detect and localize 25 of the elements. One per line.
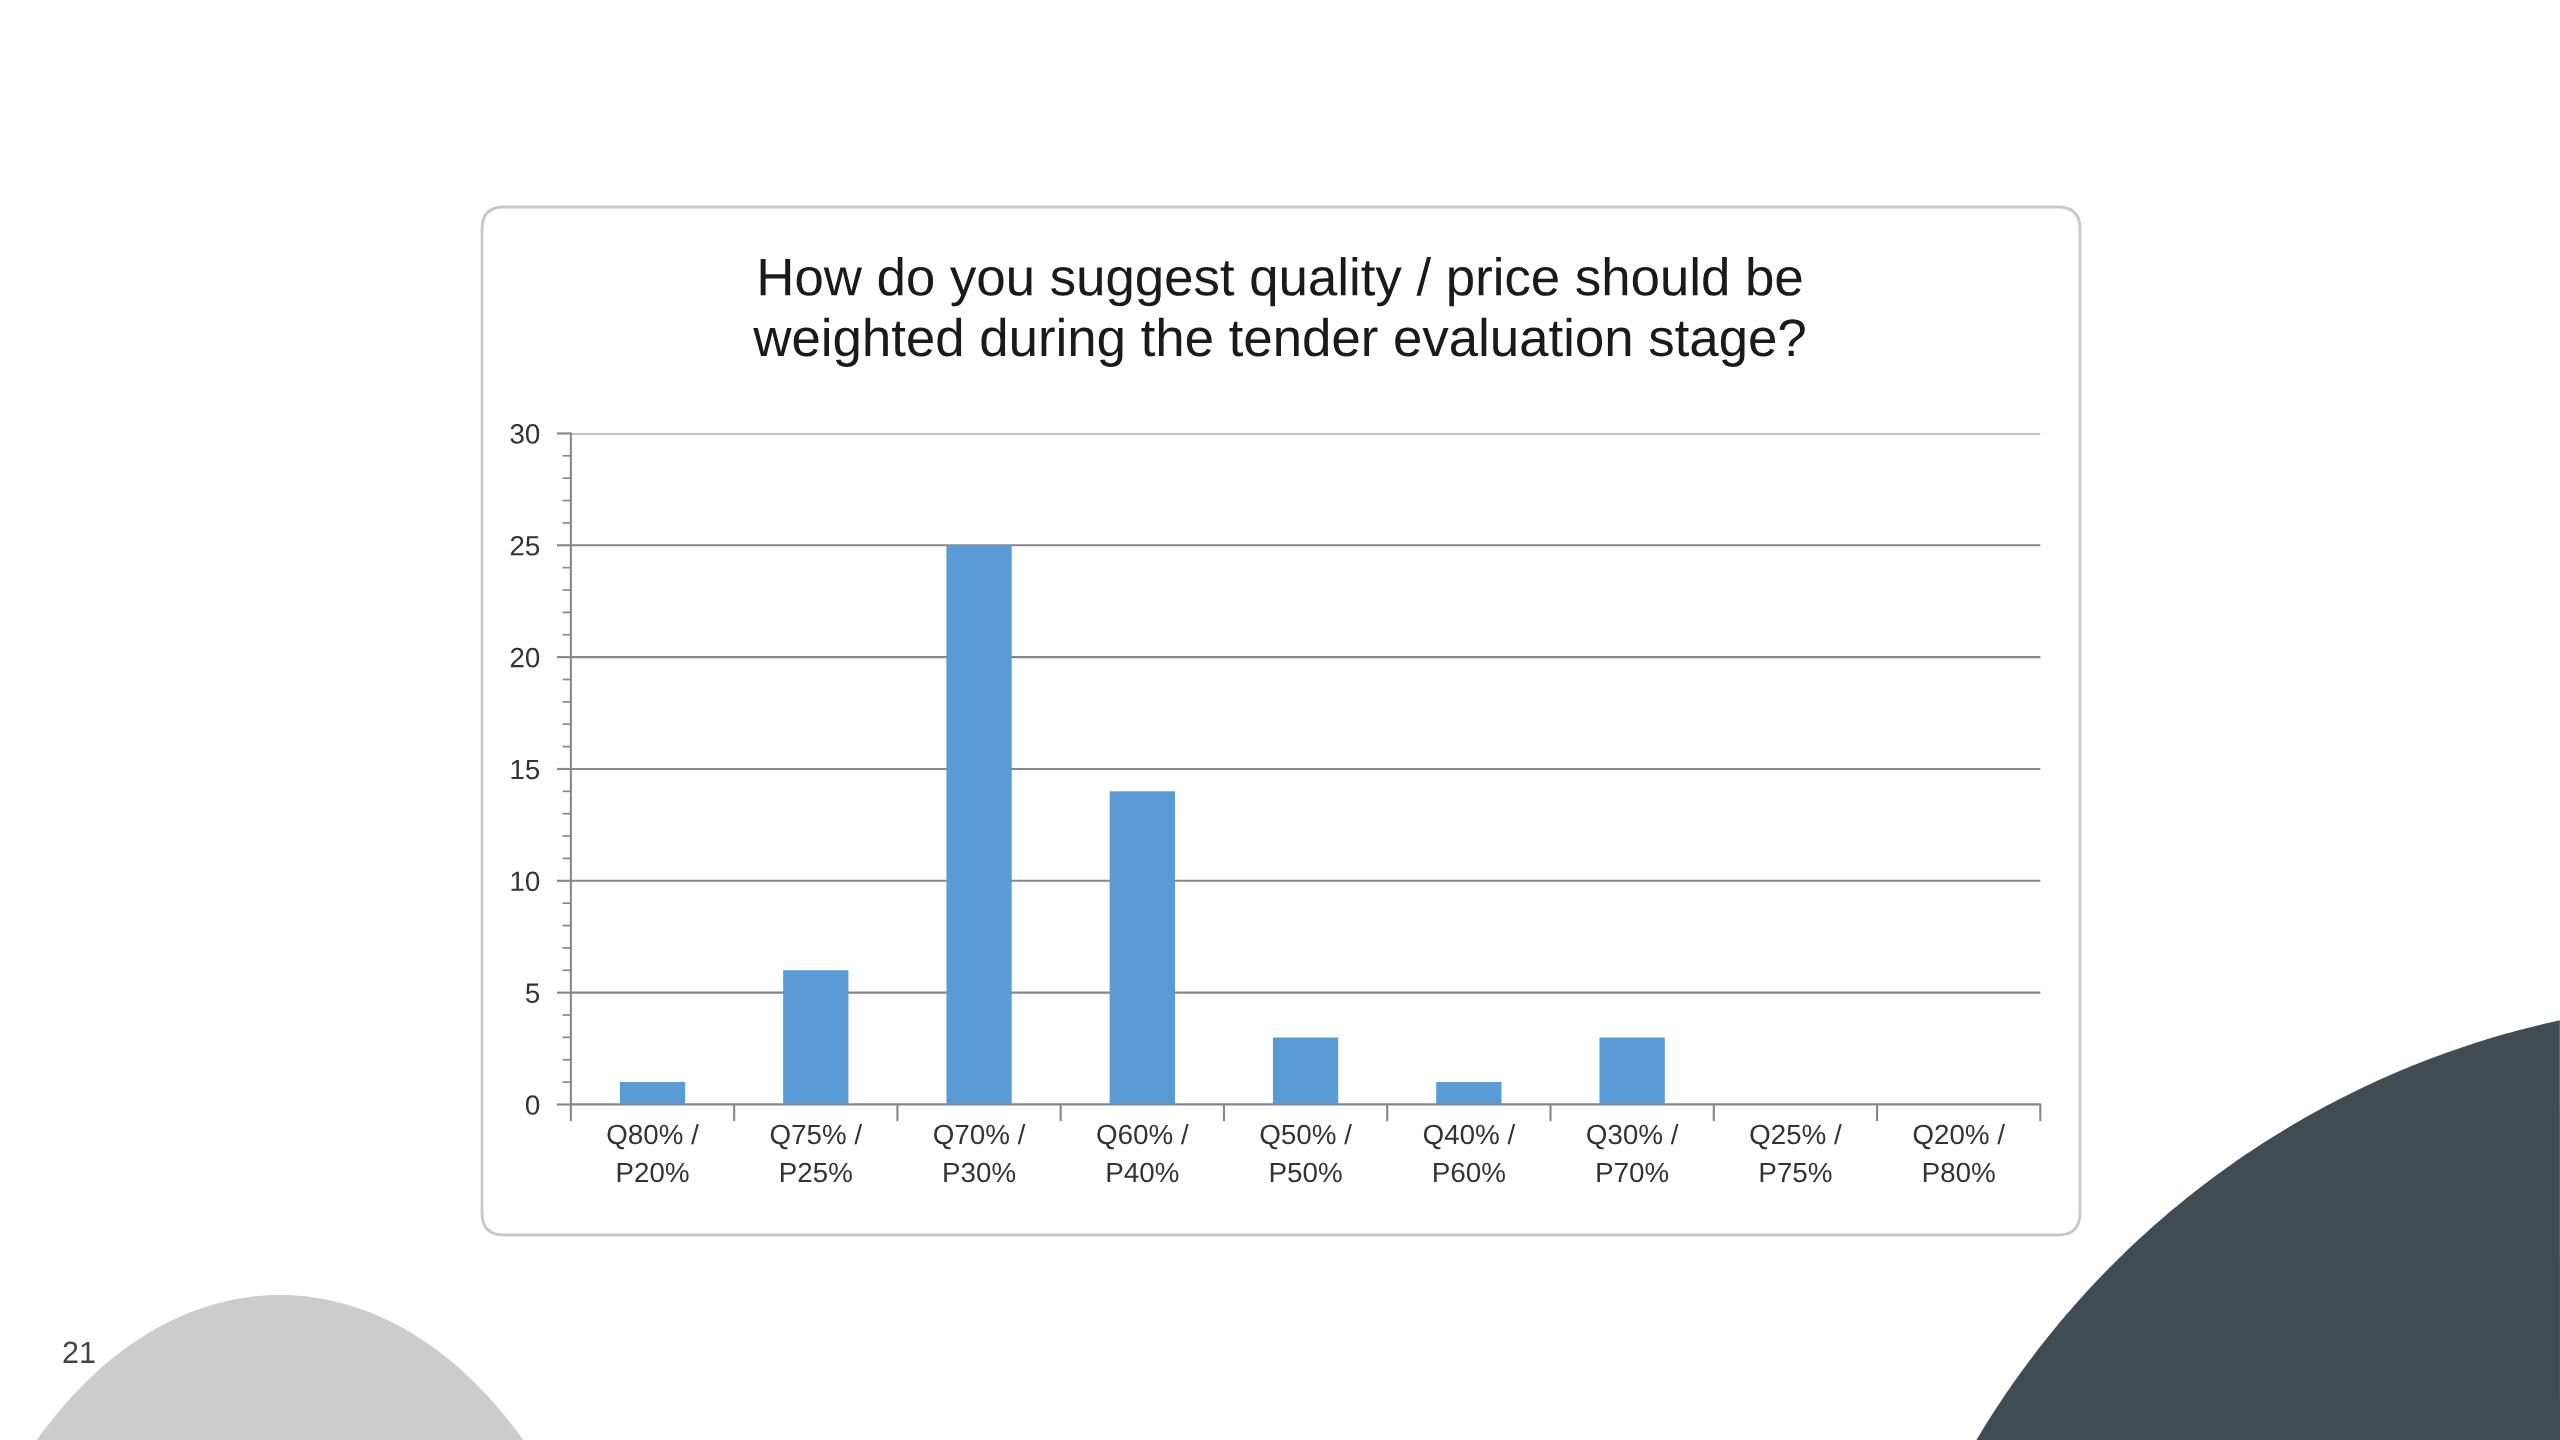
bar: [619, 1082, 686, 1105]
x-tick-label: Q70% / P30%: [934, 1123, 1026, 1183]
x-tick-label: Q40% / P60%: [1423, 1123, 1516, 1183]
bar: [946, 545, 1012, 1105]
y-tick-label: 30: [510, 424, 540, 444]
text: 21: [63, 1341, 95, 1363]
y-tick-label: 25: [510, 535, 540, 556]
bar: [1436, 1082, 1502, 1105]
y-tick-label: 0: [525, 1095, 540, 1115]
x-tick-label: Q30% / P70%: [1587, 1123, 1679, 1183]
bar: [1272, 1037, 1339, 1105]
x-tick-label: Q80% / P20%: [607, 1123, 699, 1183]
bar: [1109, 791, 1175, 1105]
x-tick-label: Q20% / P80%: [1913, 1123, 2005, 1183]
chart-title: How do you suggest quality / price should be weighted during the tender evaluation stage?: [753, 257, 1805, 367]
x-tick-label: Q60% / P40%: [1097, 1123, 1189, 1183]
bar: [783, 970, 849, 1105]
y-tick-label: 15: [511, 759, 540, 780]
x-tick-label: Q75% / P25%: [770, 1123, 863, 1183]
y-tick-label: 20: [510, 647, 540, 668]
y-tick-label: 5: [525, 983, 540, 1003]
bar: [1599, 1037, 1665, 1105]
y-tick-label: 10: [511, 871, 540, 892]
x-tick-label: Q25% / P75%: [1750, 1123, 1842, 1183]
x-tick-label: Q50% / P50%: [1260, 1123, 1352, 1183]
